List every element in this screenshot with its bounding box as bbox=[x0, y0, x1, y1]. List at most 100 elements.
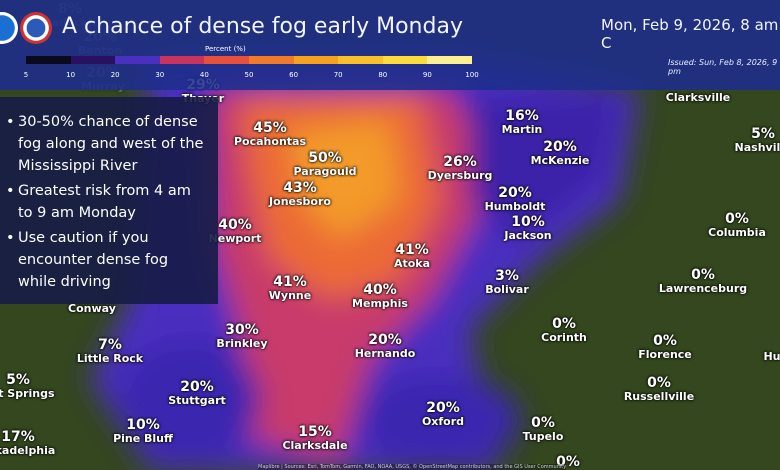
location-label: 40% Memphis bbox=[352, 283, 408, 309]
fog-percent: 41% bbox=[273, 274, 307, 290]
location-label: 0% Russellville bbox=[624, 376, 694, 402]
location-label: 15% Clarksdale bbox=[282, 425, 347, 451]
city-name: Columbia bbox=[708, 225, 766, 239]
map-attribution: Maplibre | Sources: Esri, TomTom, Garmin… bbox=[258, 464, 567, 470]
city-name: Conway bbox=[68, 302, 116, 315]
fog-percent: 0% bbox=[691, 267, 715, 283]
location-label: 5%Nashville bbox=[735, 127, 780, 153]
city-name: Florence bbox=[638, 347, 692, 361]
fog-percent: 20% bbox=[368, 332, 402, 348]
fog-percent: 20% bbox=[543, 139, 577, 155]
location-label: 20% Oxford bbox=[422, 401, 464, 427]
fog-percent: 17% bbox=[1, 429, 35, 445]
city-name: Nashville bbox=[734, 140, 780, 154]
location-label: 0% Tupelo bbox=[523, 416, 564, 442]
city-name: Bolivar bbox=[485, 282, 529, 296]
location-label: 20% Humboldt bbox=[485, 186, 546, 212]
location-label: 45% Pocahontas bbox=[234, 121, 306, 147]
legend-swatch bbox=[382, 56, 428, 64]
fog-percent: 0% bbox=[653, 333, 677, 349]
city-name: Memphis bbox=[352, 296, 408, 310]
fog-percent: 0% bbox=[556, 454, 580, 470]
city-name: Wynne bbox=[268, 288, 312, 302]
bullet-item: 30-50% chance of dense fog along and wes… bbox=[6, 111, 210, 177]
valid-time: Mon, Feb 9, 2026, 8 am C bbox=[601, 16, 779, 52]
legend-tick: 5 bbox=[23, 71, 29, 79]
legend-tick: 100 bbox=[465, 71, 479, 79]
fog-percent: 0% bbox=[725, 211, 749, 227]
fog-percent: 0% bbox=[552, 316, 576, 332]
city-name: Clarksville bbox=[665, 91, 731, 104]
bullet-item: Greatest risk from 4 am to 9 am Monday bbox=[6, 180, 210, 224]
legend-swatch bbox=[26, 56, 71, 64]
fog-percent: 0% bbox=[531, 415, 555, 431]
legend-tick: 60 bbox=[289, 71, 299, 79]
fog-percent: 30% bbox=[225, 322, 259, 338]
city-name: Little Rock bbox=[76, 351, 144, 365]
city-name: Atoka bbox=[393, 256, 431, 270]
legend-tick: 20 bbox=[110, 71, 120, 79]
fog-percent: 41% bbox=[395, 242, 429, 258]
city-name: Jackson bbox=[504, 228, 552, 242]
page-title: A chance of dense fog early Monday bbox=[62, 14, 463, 39]
city-name: Hernando bbox=[354, 346, 416, 360]
location-label: 26% Dyersburg bbox=[428, 155, 493, 181]
location-label: 40% Newport bbox=[209, 218, 262, 244]
city-name: Martin bbox=[501, 122, 543, 136]
location-label: 3% Bolivar bbox=[485, 269, 529, 295]
city-name: Hu bbox=[763, 350, 780, 363]
key-messages: 30-50% chance of dense fog along and wes… bbox=[0, 97, 218, 304]
location-label: 30% Brinkley bbox=[216, 323, 267, 349]
city-name: Stuttgart bbox=[168, 393, 226, 407]
city-name: Hot Springs bbox=[0, 386, 55, 400]
fog-percent: 45% bbox=[253, 120, 287, 136]
location-label: 20% McKenzie bbox=[531, 140, 590, 166]
fog-percent: 15% bbox=[298, 424, 332, 440]
noaa-logo bbox=[0, 12, 18, 44]
fog-percent: 43% bbox=[283, 180, 317, 196]
fog-percent: 40% bbox=[218, 217, 252, 233]
bullet-item: Use caution if you encounter dense fog w… bbox=[6, 227, 210, 293]
header-banner: A chance of dense fog early Monday Mon, … bbox=[0, 0, 780, 90]
legend-title: Percent (%) bbox=[205, 45, 246, 53]
legend-swatch bbox=[293, 56, 339, 64]
legend-swatch bbox=[70, 56, 116, 64]
location-label: 41% Atoka bbox=[394, 243, 430, 269]
fog-percent: 5% bbox=[6, 372, 30, 388]
city-name: Oxford bbox=[421, 414, 465, 428]
city-name: Pocahontas bbox=[233, 134, 307, 148]
fog-percent: 7% bbox=[98, 337, 122, 353]
fog-percent: 10% bbox=[511, 214, 545, 230]
nws-logo bbox=[20, 12, 52, 44]
legend-tick: 80 bbox=[378, 71, 388, 79]
city-name: Paragould bbox=[293, 164, 357, 178]
location-label: 0% bbox=[556, 455, 580, 470]
location-label: 0% Columbia bbox=[708, 212, 766, 238]
fog-percent: 5% bbox=[751, 126, 775, 142]
location-label: 7% Little Rock bbox=[77, 338, 143, 364]
location-label: 10% Pine Bluff bbox=[113, 418, 173, 444]
legend-tick: 40 bbox=[199, 71, 209, 79]
city-name: Lawrenceburg bbox=[658, 281, 748, 295]
city-name: Clarksdale bbox=[282, 438, 348, 452]
location-label: 41% Wynne bbox=[269, 275, 311, 301]
legend-swatch bbox=[427, 56, 472, 64]
fog-percent: 0% bbox=[647, 375, 671, 391]
fog-percent: 20% bbox=[426, 400, 460, 416]
issued-time: Issued: Sun, Feb 8, 2026, 9 pm bbox=[668, 58, 778, 76]
city-name: Brinkley bbox=[216, 336, 268, 350]
city-name: Tupelo bbox=[522, 429, 564, 443]
city-name: Corinth bbox=[541, 330, 587, 344]
location-label: 0% Lawrenceburg bbox=[659, 268, 747, 294]
city-name: Humboldt bbox=[484, 199, 546, 213]
legend-tick: 10 bbox=[66, 71, 76, 79]
location-label: 5%Hot Springs bbox=[0, 373, 55, 399]
legend-swatch bbox=[115, 56, 160, 64]
city-name: Jonesboro bbox=[269, 194, 331, 208]
location-label: 0% Florence bbox=[638, 334, 692, 360]
location-label: 10% Jackson bbox=[504, 215, 551, 241]
fog-percent: 3% bbox=[495, 268, 519, 284]
legend-tick: 30 bbox=[155, 71, 165, 79]
fog-percent: 26% bbox=[443, 154, 477, 170]
legend-swatch bbox=[248, 56, 294, 64]
